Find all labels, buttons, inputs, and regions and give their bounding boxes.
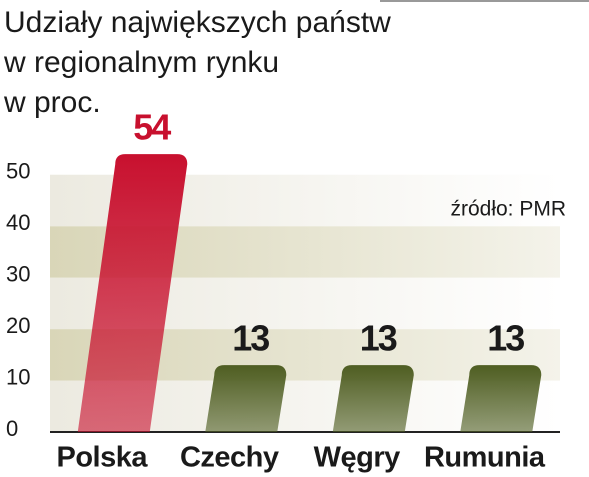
chart-title: Udziały największych państw [4,6,391,39]
chart-title: w regionalnym rynku [3,46,279,79]
y-tick-label: 0 [6,416,18,441]
x-tick-label: Polska [57,442,149,474]
value-label: 54 [133,107,171,148]
y-tick-label: 10 [6,364,30,389]
value-label: 13 [232,318,269,359]
x-tick-label: Rumunia [424,442,546,474]
x-tick-label: Węgry [314,442,401,474]
x-tick-label: Czechy [180,442,279,474]
bar [77,154,188,433]
chart-title: w proc. [3,86,101,119]
bar [332,365,414,432]
bar [460,365,542,432]
y-tick-label: 30 [6,261,30,286]
y-tick-label: 20 [6,313,30,338]
value-label: 13 [487,318,524,359]
bar [205,365,287,432]
source-note: źródło: PMR [450,198,566,221]
y-tick-label: 40 [6,210,30,235]
value-label: 13 [360,318,397,359]
y-tick-label: 50 [6,159,30,184]
